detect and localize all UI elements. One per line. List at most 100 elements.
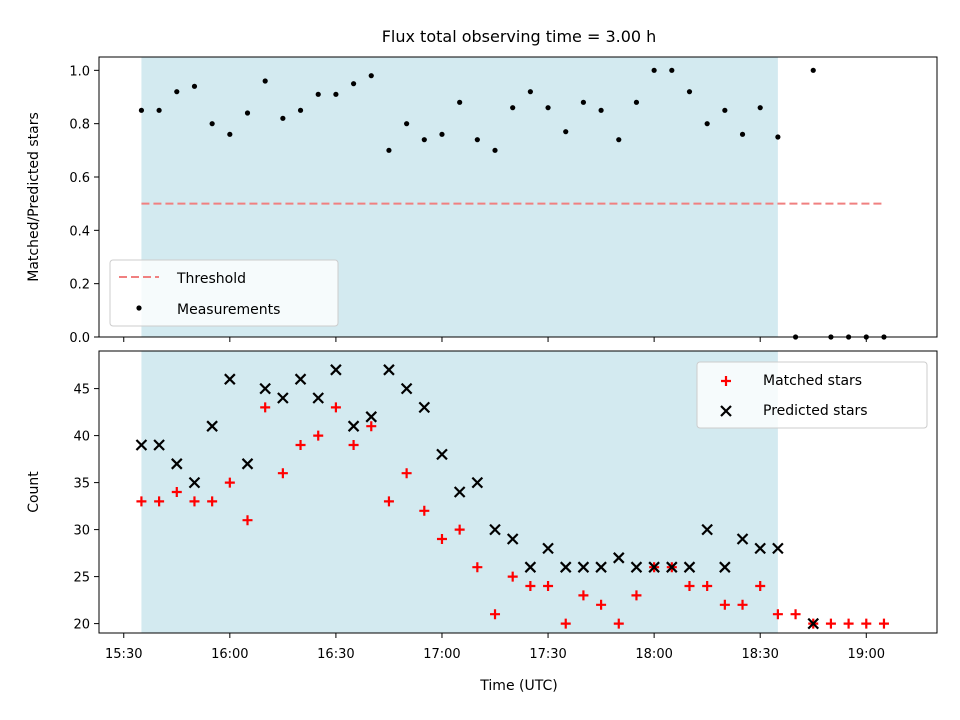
data-point bbox=[171, 487, 182, 497]
data-point bbox=[454, 524, 465, 535]
data-point bbox=[630, 561, 643, 573]
data-point bbox=[843, 618, 854, 629]
data-point bbox=[386, 147, 392, 153]
data-point bbox=[419, 505, 430, 516]
chart-title: Flux total observing time = 3.00 h bbox=[382, 27, 657, 46]
data-point bbox=[772, 542, 784, 555]
data-point bbox=[224, 477, 235, 488]
legend-matched-swatch bbox=[721, 376, 731, 386]
data-point bbox=[457, 99, 463, 105]
data-point bbox=[722, 107, 728, 113]
data-point bbox=[702, 581, 713, 591]
data-point bbox=[754, 542, 766, 555]
data-point bbox=[861, 618, 872, 629]
data-point bbox=[156, 107, 162, 113]
data-point bbox=[755, 581, 766, 591]
y-tick-label: 0.4 bbox=[69, 224, 90, 239]
data-point bbox=[207, 496, 218, 507]
y-tick-label: 35 bbox=[73, 477, 90, 492]
data-point bbox=[492, 147, 498, 153]
data-point bbox=[878, 618, 889, 629]
data-point bbox=[613, 618, 624, 629]
data-point bbox=[368, 73, 374, 79]
y-tick-label: 0.2 bbox=[69, 278, 90, 293]
data-point bbox=[348, 440, 359, 450]
legend-matched-label: Matched stars bbox=[763, 373, 862, 389]
data-point bbox=[418, 401, 431, 414]
x-tick-label: 16:30 bbox=[317, 647, 354, 662]
legend-predicted-swatch bbox=[720, 405, 732, 417]
data-point bbox=[612, 552, 625, 564]
data-point bbox=[224, 373, 236, 385]
data-point bbox=[719, 599, 730, 610]
data-point bbox=[472, 562, 483, 573]
x-tick-label: 17:00 bbox=[423, 647, 460, 662]
y-tick-label: 30 bbox=[73, 524, 90, 539]
data-point bbox=[436, 448, 448, 461]
data-point bbox=[330, 402, 341, 413]
data-point bbox=[596, 599, 607, 610]
data-point bbox=[383, 364, 395, 376]
data-point bbox=[350, 81, 357, 87]
data-point bbox=[439, 131, 445, 137]
data-point bbox=[295, 440, 306, 450]
data-point bbox=[616, 137, 622, 143]
axes-frame bbox=[98, 56, 938, 338]
data-point bbox=[277, 468, 288, 479]
data-point bbox=[365, 411, 378, 423]
data-point bbox=[507, 571, 518, 582]
data-point bbox=[580, 99, 587, 105]
data-point bbox=[736, 533, 749, 545]
x-tick-label: 18:00 bbox=[635, 647, 672, 662]
data-point bbox=[825, 618, 836, 629]
data-point bbox=[790, 609, 801, 620]
data-point bbox=[244, 110, 251, 116]
data-point bbox=[330, 364, 342, 376]
data-point bbox=[739, 131, 746, 137]
data-point bbox=[280, 115, 286, 121]
data-point bbox=[560, 618, 571, 629]
data-point bbox=[333, 91, 339, 97]
x-axis-label: Time (UTC) bbox=[479, 678, 557, 694]
data-point bbox=[189, 496, 200, 507]
data-point bbox=[297, 107, 304, 113]
y-tick-label: 0.6 bbox=[69, 171, 90, 186]
data-point bbox=[666, 561, 678, 573]
data-point bbox=[227, 131, 233, 137]
x-tick-label: 16:00 bbox=[211, 647, 248, 662]
data-point bbox=[828, 334, 834, 340]
legend-measurements-label: Measurements bbox=[177, 302, 280, 318]
data-point bbox=[242, 515, 253, 526]
data-point bbox=[527, 89, 533, 95]
data-point bbox=[578, 590, 589, 601]
data-point bbox=[436, 534, 447, 544]
data-point bbox=[404, 121, 410, 127]
data-point bbox=[881, 334, 887, 340]
data-point bbox=[347, 420, 360, 432]
data-point bbox=[863, 334, 869, 340]
data-point bbox=[383, 496, 394, 507]
data-point bbox=[191, 83, 198, 89]
legend-measurements-swatch bbox=[136, 305, 142, 311]
data-point bbox=[651, 67, 657, 73]
data-point bbox=[401, 468, 412, 479]
data-point bbox=[524, 561, 537, 573]
data-point bbox=[510, 105, 516, 111]
data-point bbox=[506, 533, 519, 545]
data-point bbox=[474, 137, 480, 143]
data-point bbox=[737, 599, 748, 610]
legend-box bbox=[109, 259, 339, 327]
data-point bbox=[154, 496, 165, 507]
data-point bbox=[595, 561, 607, 573]
data-point bbox=[138, 107, 145, 113]
data-point bbox=[262, 78, 268, 84]
data-point bbox=[525, 581, 536, 591]
data-point bbox=[669, 67, 675, 73]
y-tick-label: 1.0 bbox=[69, 64, 90, 79]
y-tick-label: 40 bbox=[73, 430, 90, 445]
x-tick-label: 15:30 bbox=[105, 647, 142, 662]
data-point bbox=[421, 137, 427, 143]
data-point bbox=[577, 561, 590, 573]
data-point bbox=[598, 107, 604, 113]
y-tick-label: 20 bbox=[73, 618, 90, 633]
